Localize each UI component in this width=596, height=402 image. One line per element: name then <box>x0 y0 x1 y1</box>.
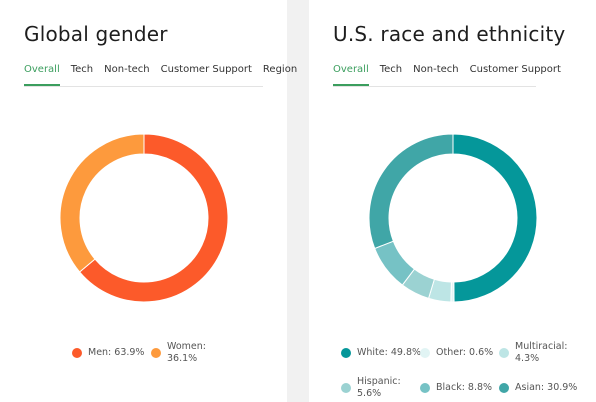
race-donut-chart <box>368 133 538 303</box>
legend-item-women: Women: 36.1% <box>151 341 217 365</box>
tab-customer-support[interactable]: Customer Support <box>469 64 561 75</box>
tab-overall[interactable]: Overall <box>24 64 60 86</box>
tab-non-tech[interactable]: Non-tech <box>413 64 459 75</box>
legend-swatch-asian <box>499 383 509 393</box>
race-card: U.S. race and ethnicity Overall Tech Non… <box>309 0 596 402</box>
gender-legend: Men: 63.9% Women: 36.1% <box>0 0 287 402</box>
legend-label-black: Black: 8.8% <box>436 382 493 393</box>
race-title: U.S. race and ethnicity <box>333 22 566 46</box>
donut-slice-asian <box>368 133 454 250</box>
race-legend: White: 49.8% Other: 0.6% Multiracial: 4.3… <box>309 0 596 402</box>
legend-swatch-black <box>420 383 430 393</box>
legend-swatch-white <box>341 348 351 358</box>
legend-swatch-multiracial <box>499 348 509 358</box>
legend-item-multiracial: Multiracial: 4.3% <box>499 341 585 365</box>
legend-item-hispanic: Hispanic: 5.6% <box>341 376 417 400</box>
tab-non-tech[interactable]: Non-tech <box>104 64 150 75</box>
legend-item-white: White: 49.8% <box>341 347 421 359</box>
gender-title: Global gender <box>24 22 168 46</box>
legend-label-men: Men: 63.9% <box>88 347 145 358</box>
race-tabs: Overall Tech Non-tech Customer Support <box>333 64 561 87</box>
tab-tech[interactable]: Tech <box>70 64 94 75</box>
gender-card: Global gender Overall Tech Non-tech Cust… <box>0 0 297 402</box>
gender-donut-chart <box>59 133 229 303</box>
legend-label-other: Other: 0.6% <box>436 347 494 358</box>
legend-item-men: Men: 63.9% <box>72 347 144 359</box>
tab-customer-support[interactable]: Customer Support <box>160 64 252 75</box>
tab-tech[interactable]: Tech <box>379 64 403 75</box>
legend-swatch-men <box>72 348 82 358</box>
legend-label-women: Women: 36.1% <box>167 341 206 364</box>
gender-tabs: Overall Tech Non-tech Customer Support R… <box>24 64 297 87</box>
legend-item-asian: Asian: 30.9% <box>499 382 577 394</box>
legend-label-hispanic: Hispanic: 5.6% <box>357 376 401 399</box>
donut-slice-women <box>59 133 145 273</box>
legend-item-black: Black: 8.8% <box>420 382 492 394</box>
legend-item-other: Other: 0.6% <box>420 347 493 359</box>
legend-label-asian: Asian: 30.9% <box>515 382 578 393</box>
legend-swatch-women <box>151 348 161 358</box>
legend-label-white: White: 49.8% <box>357 347 422 358</box>
tab-overall[interactable]: Overall <box>333 64 369 86</box>
legend-swatch-hispanic <box>341 383 351 393</box>
legend-label-multiracial: Multiracial: 4.3% <box>515 341 568 364</box>
tab-region[interactable]: Region <box>262 64 298 75</box>
donut-slice-men <box>78 133 229 303</box>
legend-swatch-other <box>420 348 430 358</box>
